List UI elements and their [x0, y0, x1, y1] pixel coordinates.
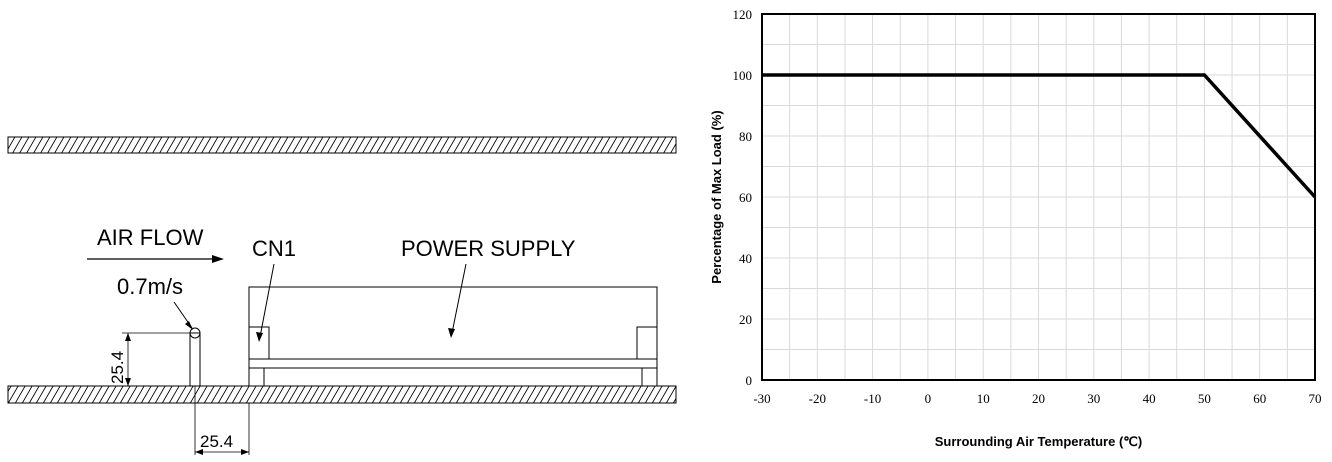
air-speed-label: 0.7m/s — [117, 274, 183, 299]
sensor-distance-label: 25.4 — [200, 432, 233, 451]
y-tick-label: 60 — [739, 190, 752, 205]
x-tick-label: 30 — [1087, 391, 1100, 406]
x-tick-label: 60 — [1253, 391, 1266, 406]
y-tick-label: 120 — [733, 7, 753, 22]
y-tick-labels: 0 20 40 60 80 100 120 — [733, 7, 753, 388]
y-tick-label: 100 — [733, 68, 753, 83]
y-tick-label: 40 — [739, 251, 752, 266]
chart-grid — [762, 14, 1315, 380]
connector-label: CN1 — [252, 236, 296, 261]
mounting-diagram: AIR FLOW 0.7m/s 25.4 25.4 — [7, 136, 677, 455]
connector-leader — [259, 263, 275, 338]
air-flow-arrow-head — [212, 255, 224, 263]
x-tick-label: -10 — [864, 391, 881, 406]
top-plate — [7, 136, 677, 154]
y-tick-label: 80 — [739, 129, 752, 144]
power-supply-label: POWER SUPPLY — [401, 236, 576, 261]
x-tick-label: 10 — [977, 391, 990, 406]
sensor-probe — [173, 301, 201, 386]
x-tick-label: 20 — [1032, 391, 1045, 406]
x-tick-labels: -30 -20 -10 0 10 20 30 40 50 60 70 — [753, 391, 1321, 406]
y-axis-label: Percentage of Max Load (%) — [709, 110, 724, 283]
bottom-plate — [7, 385, 677, 404]
x-tick-label: 70 — [1309, 391, 1322, 406]
distance-dimension: 25.4 — [194, 386, 250, 455]
derating-chart: 0 20 40 60 80 100 120 -30 -20 -10 0 10 20 30 40 50 60 70… — [709, 7, 1322, 449]
y-tick-label: 20 — [739, 312, 752, 327]
power-supply-unit — [248, 286, 658, 387]
height-dimension: 25.4 — [108, 332, 190, 386]
power-supply-leader — [451, 263, 467, 334]
chart-series — [762, 73, 1317, 199]
x-tick-label: -30 — [753, 391, 770, 406]
x-tick-label: 50 — [1198, 391, 1211, 406]
air-flow-label: AIR FLOW — [97, 225, 204, 250]
series-line — [762, 73, 1317, 199]
x-tick-label: 40 — [1143, 391, 1156, 406]
x-axis-label: Surrounding Air Temperature (℃) — [935, 434, 1142, 449]
sensor-height-label: 25.4 — [108, 351, 127, 384]
x-tick-label: -20 — [809, 391, 826, 406]
y-tick-label: 0 — [746, 373, 753, 388]
x-tick-label: 0 — [925, 391, 932, 406]
